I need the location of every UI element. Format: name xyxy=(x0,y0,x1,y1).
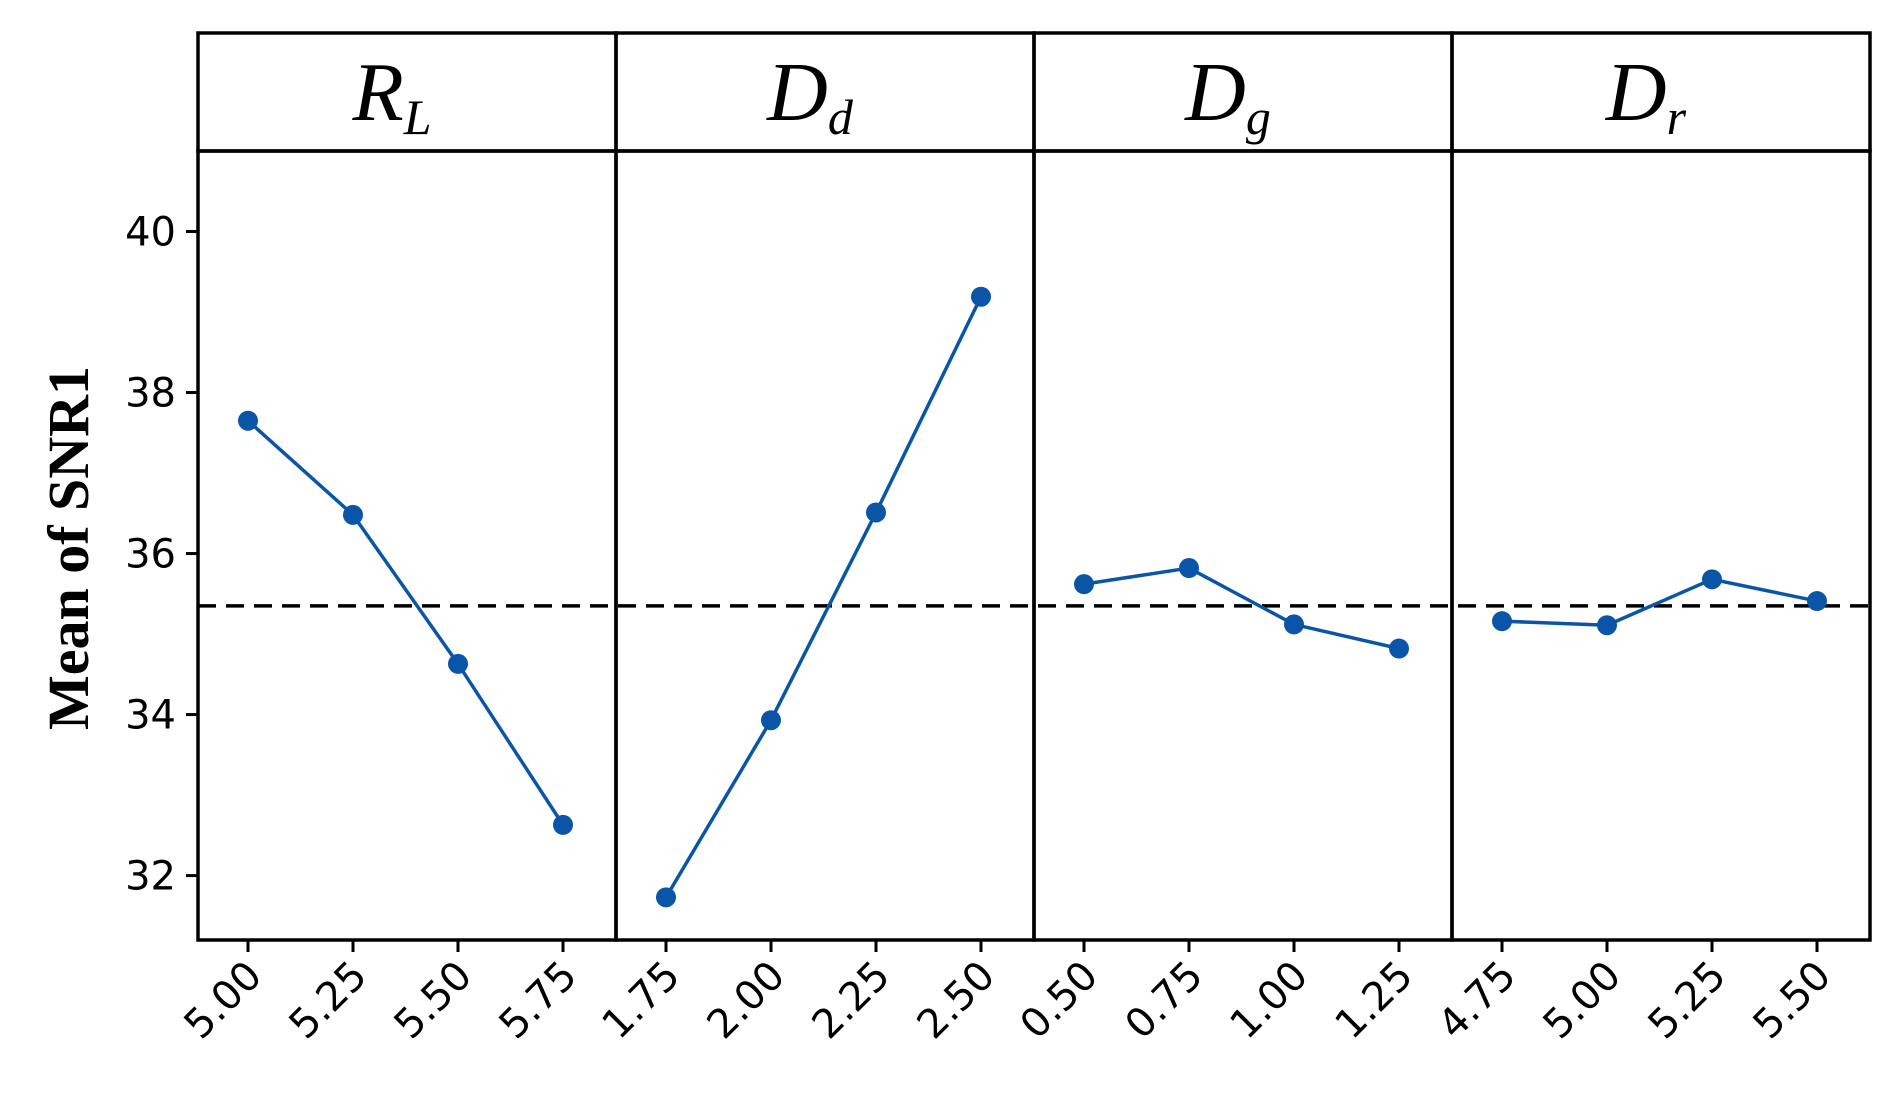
data-point-p3-1 xyxy=(1074,574,1094,595)
panel-plot-box-4 xyxy=(1450,149,1872,942)
panel-title-subscript: g xyxy=(1246,89,1271,145)
panel-plot-box-3 xyxy=(1032,149,1454,942)
panel-title-2: Dd xyxy=(766,46,854,145)
data-point-p4-1 xyxy=(1492,611,1512,632)
y-tick-label-40: 40 xyxy=(125,210,176,256)
x-tick-label-p3-3: 1.00 xyxy=(1222,953,1318,1049)
y-tick-label-36: 36 xyxy=(125,532,176,578)
x-tick-label-p3-1: 0.50 xyxy=(1012,953,1108,1049)
panel-title-4: Dr xyxy=(1605,46,1687,145)
panel-plot-box-1 xyxy=(196,149,618,942)
x-tick-label-p1-1: 5.00 xyxy=(176,953,272,1049)
data-point-p2-1 xyxy=(656,887,676,908)
x-tick-label-p3-2: 0.75 xyxy=(1117,953,1213,1049)
data-point-p4-3 xyxy=(1702,569,1722,590)
x-tick-label-p2-3: 2.25 xyxy=(804,953,900,1049)
y-axis-label: Mean of SNR1 xyxy=(36,366,101,730)
x-tick-label-p2-4: 2.50 xyxy=(909,953,1005,1049)
y-tick-label-34: 34 xyxy=(125,693,176,739)
y-tick-label-32: 32 xyxy=(125,854,176,900)
y-tick-label-38: 38 xyxy=(125,371,176,417)
series-line-panel-3 xyxy=(1083,566,1400,651)
x-tick-label-p4-1: 4.75 xyxy=(1430,953,1526,1049)
panel-title-subscript: L xyxy=(403,89,432,145)
data-point-p3-3 xyxy=(1284,614,1304,635)
data-point-p4-2 xyxy=(1597,615,1617,636)
panel-title-main: D xyxy=(1184,46,1246,139)
panel-title-main: D xyxy=(1605,46,1667,139)
panel-title-subscript: r xyxy=(1667,89,1687,145)
series-line-panel-1 xyxy=(246,419,565,826)
panel-title-main: R xyxy=(351,46,403,139)
data-point-p3-2 xyxy=(1179,558,1199,579)
series-line-panel-4 xyxy=(1501,577,1818,627)
x-tick-label-p3-4: 1.25 xyxy=(1327,953,1423,1049)
data-point-p1-2 xyxy=(343,504,363,525)
data-point-p2-3 xyxy=(866,502,886,523)
x-tick-label-p2-2: 2.00 xyxy=(699,953,795,1049)
series-line-panel-2 xyxy=(664,295,983,899)
x-tick-label-p4-3: 5.25 xyxy=(1640,953,1736,1049)
data-point-p2-4 xyxy=(971,286,991,307)
x-tick-label-p2-1: 1.75 xyxy=(594,953,690,1049)
data-point-p1-1 xyxy=(238,410,258,431)
x-tick-label-p1-4: 5.75 xyxy=(491,953,587,1049)
panel-title-1: RL xyxy=(351,46,431,145)
data-point-p1-3 xyxy=(448,653,468,674)
x-tick-label-p4-2: 5.00 xyxy=(1535,953,1631,1049)
x-tick-label-p1-3: 5.50 xyxy=(386,953,482,1049)
panel-title-main: D xyxy=(766,46,828,139)
x-tick-label-p1-2: 5.25 xyxy=(281,953,377,1049)
data-point-p1-4 xyxy=(553,814,573,835)
panel-title-3: Dg xyxy=(1184,46,1271,145)
data-point-p3-4 xyxy=(1389,638,1409,659)
panel-title-subscript: d xyxy=(828,89,854,145)
data-point-p2-2 xyxy=(761,710,781,731)
panel-plot-box-2 xyxy=(614,149,1036,942)
x-tick-label-p4-4: 5.50 xyxy=(1745,953,1841,1049)
data-point-p4-4 xyxy=(1807,591,1827,612)
